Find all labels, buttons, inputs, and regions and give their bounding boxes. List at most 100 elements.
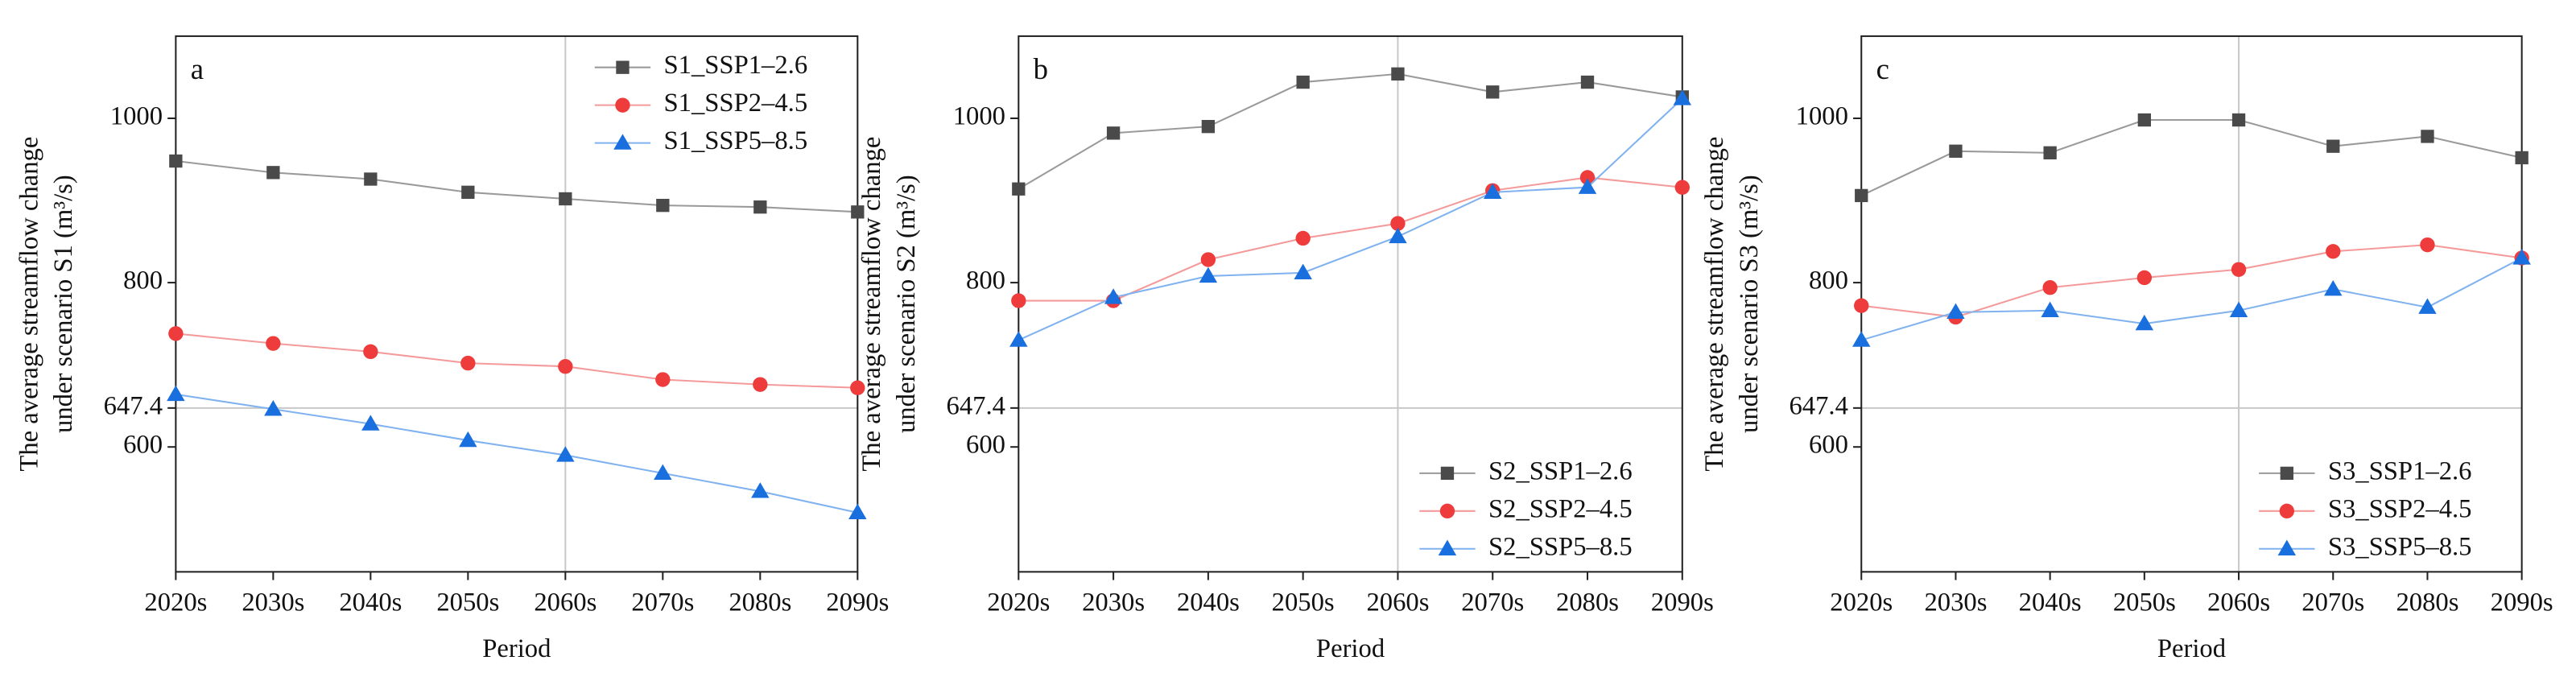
marker <box>2280 466 2293 481</box>
marker <box>361 415 380 431</box>
marker <box>2326 139 2340 153</box>
marker <box>1199 266 1218 283</box>
x-tick-label: 2060s <box>2207 588 2270 617</box>
marker <box>654 464 672 481</box>
panel-label: c <box>1876 52 1889 85</box>
y-axis-label: The average streamflow change <box>14 137 43 472</box>
marker <box>751 482 770 498</box>
x-tick-label: 2030s <box>242 588 304 617</box>
marker <box>2326 244 2341 259</box>
marker <box>1486 85 1500 99</box>
y-tick-label: 1000 <box>1796 101 1848 130</box>
marker <box>1673 89 1692 105</box>
x-tick-label: 2040s <box>1177 588 1240 617</box>
series-line <box>1860 257 2523 341</box>
marker <box>1579 170 1596 185</box>
marker <box>167 385 185 402</box>
legend-label: S2_SSP1–2.6 <box>1488 456 1633 485</box>
y-tick-label: 800 <box>123 266 163 295</box>
x-tick-label: 2030s <box>1924 588 1987 617</box>
marker <box>1674 180 1690 195</box>
x-axis-label: Period <box>2157 634 2226 663</box>
marker <box>169 154 183 168</box>
marker <box>1294 263 1312 280</box>
marker <box>1578 178 1597 194</box>
y-tick-label: 647.4 <box>947 391 1005 420</box>
marker <box>2421 130 2434 143</box>
marker <box>1854 298 1869 313</box>
series-line <box>1018 97 1683 341</box>
marker <box>1201 120 1216 134</box>
legend-label: S3_SSP1–2.6 <box>2328 456 2472 485</box>
marker <box>266 336 281 351</box>
marker <box>1390 216 1406 231</box>
marker <box>2041 301 2059 317</box>
marker <box>1484 183 1502 199</box>
x-tick-label: 2080s <box>2396 588 2458 617</box>
marker <box>2136 270 2153 286</box>
series-line <box>175 160 858 213</box>
marker <box>753 200 767 214</box>
panel-label: a <box>191 52 204 85</box>
series-line <box>1860 118 2522 196</box>
y-axis-label: under scenario S3 (m³/s) <box>1735 175 1764 433</box>
x-tick-label: 2060s <box>1366 588 1429 617</box>
marker <box>461 185 475 199</box>
marker <box>1011 293 1026 308</box>
legend-label: S2_SSP5–8.5 <box>1488 532 1633 561</box>
series-line <box>1018 72 1682 190</box>
marker <box>2515 151 2529 165</box>
x-axis-label: Period <box>482 634 551 663</box>
marker <box>2043 146 2057 160</box>
marker <box>1949 144 1963 158</box>
x-tick-label: 2070s <box>1461 588 1524 617</box>
x-tick-label: 2020s <box>144 588 207 617</box>
marker <box>556 446 575 462</box>
marker <box>1440 466 1455 481</box>
marker <box>2137 113 2152 127</box>
legend-label: S1_SSP1–2.6 <box>663 51 807 80</box>
marker <box>1200 252 1216 267</box>
x-tick-label: 2030s <box>1082 588 1145 617</box>
x-tick-label: 2050s <box>2113 588 2176 617</box>
marker <box>1391 67 1405 81</box>
marker <box>655 372 671 387</box>
marker <box>656 198 670 213</box>
marker <box>264 400 283 416</box>
series-line <box>1018 176 1682 302</box>
y-tick-label: 800 <box>966 266 1005 295</box>
y-tick-label: 647.4 <box>104 391 163 420</box>
marker <box>459 431 477 448</box>
x-tick-label: 2090s <box>1651 588 1714 617</box>
marker <box>2420 237 2435 253</box>
marker <box>266 166 280 180</box>
y-tick-label: 1000 <box>953 101 1005 130</box>
marker <box>460 355 476 371</box>
y-axis-label: The average streamflow change <box>857 137 886 472</box>
x-tick-label: 2080s <box>1556 588 1619 617</box>
marker <box>1296 75 1310 89</box>
x-tick-label: 2040s <box>339 588 402 617</box>
marker <box>2277 539 2297 555</box>
y-axis-label: The average streamflow change <box>1700 137 1729 472</box>
y-axis-label: under scenario S1 (m³/s) <box>49 175 78 433</box>
x-tick-label: 2040s <box>2019 588 2082 617</box>
marker <box>615 97 630 113</box>
marker <box>558 359 573 374</box>
x-tick-label: 2020s <box>1830 588 1893 617</box>
marker <box>559 192 572 206</box>
marker <box>613 134 632 150</box>
x-tick-label: 2050s <box>436 588 499 617</box>
x-tick-label: 2070s <box>2301 588 2364 617</box>
marker <box>1104 288 1123 304</box>
marker <box>851 205 865 219</box>
x-tick-label: 2070s <box>631 588 694 617</box>
legend-label: S3_SSP2–4.5 <box>2328 494 2472 523</box>
x-tick-label: 2050s <box>1272 588 1335 617</box>
x-axis-label: Period <box>1316 634 1385 663</box>
marker <box>168 326 184 341</box>
marker <box>1855 188 1868 203</box>
y-tick-label: 600 <box>123 431 163 460</box>
plot-frame <box>1860 35 2523 573</box>
marker <box>616 60 630 74</box>
